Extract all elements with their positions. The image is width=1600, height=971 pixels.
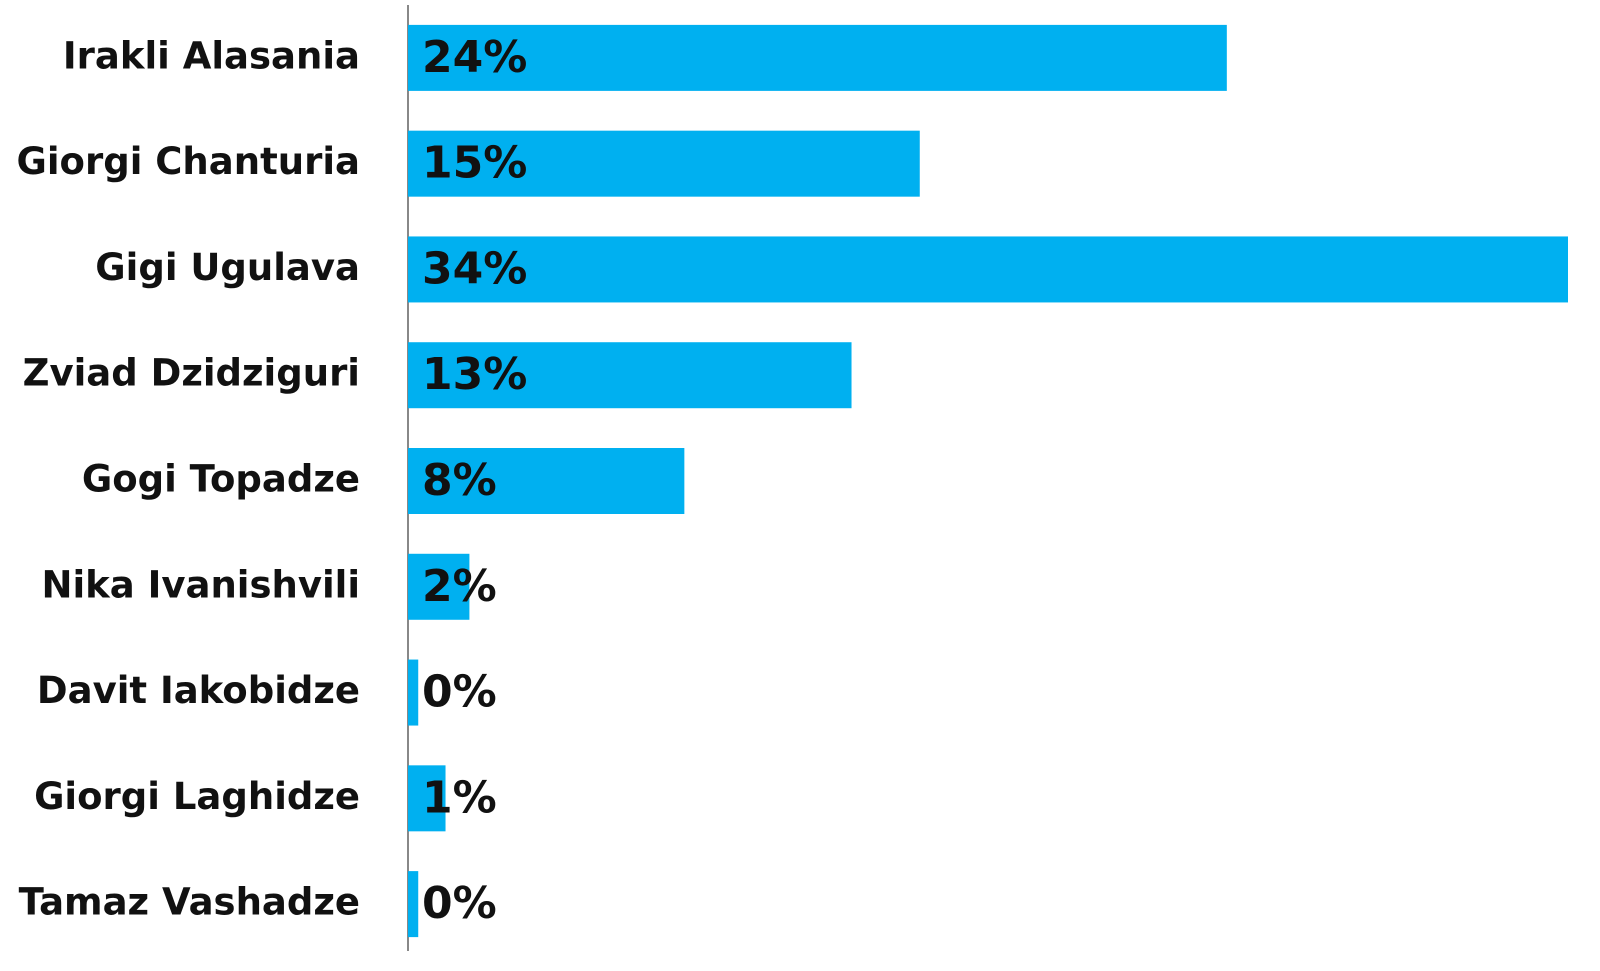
bar	[408, 236, 1568, 303]
category-label: Giorgi Laghidze	[34, 775, 360, 818]
category-label: Gogi Topadze	[82, 458, 360, 501]
value-label: 8%	[422, 455, 497, 506]
category-label: Tamaz Vashadze	[19, 881, 360, 924]
category-label: Davit Iakobidze	[37, 669, 360, 712]
value-label: 34%	[422, 243, 527, 294]
value-label: 13%	[422, 349, 527, 400]
value-label: 0%	[422, 878, 497, 929]
value-label: 15%	[422, 138, 527, 189]
value-label: 1%	[422, 772, 497, 823]
bar	[408, 448, 685, 514]
category-label: Nika Ivanishvili	[41, 563, 360, 606]
bar	[408, 659, 419, 726]
bar	[408, 871, 419, 938]
value-label: 0%	[422, 667, 497, 718]
value-label: 24%	[422, 32, 527, 83]
bar	[408, 342, 852, 409]
bar	[408, 24, 1227, 91]
category-label: Irakli Alasania	[63, 34, 360, 77]
bar	[408, 765, 446, 832]
bar	[408, 130, 920, 197]
category-label: Giorgi Chanturia	[17, 140, 361, 183]
category-label: Zviad Dzidziguri	[23, 352, 360, 395]
value-label: 2%	[422, 561, 497, 612]
bar	[408, 553, 470, 620]
category-label: Gigi Ugulava	[95, 246, 360, 289]
